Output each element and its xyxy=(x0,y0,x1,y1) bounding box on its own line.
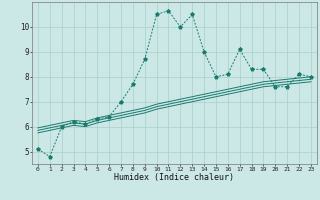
X-axis label: Humidex (Indice chaleur): Humidex (Indice chaleur) xyxy=(115,173,234,182)
